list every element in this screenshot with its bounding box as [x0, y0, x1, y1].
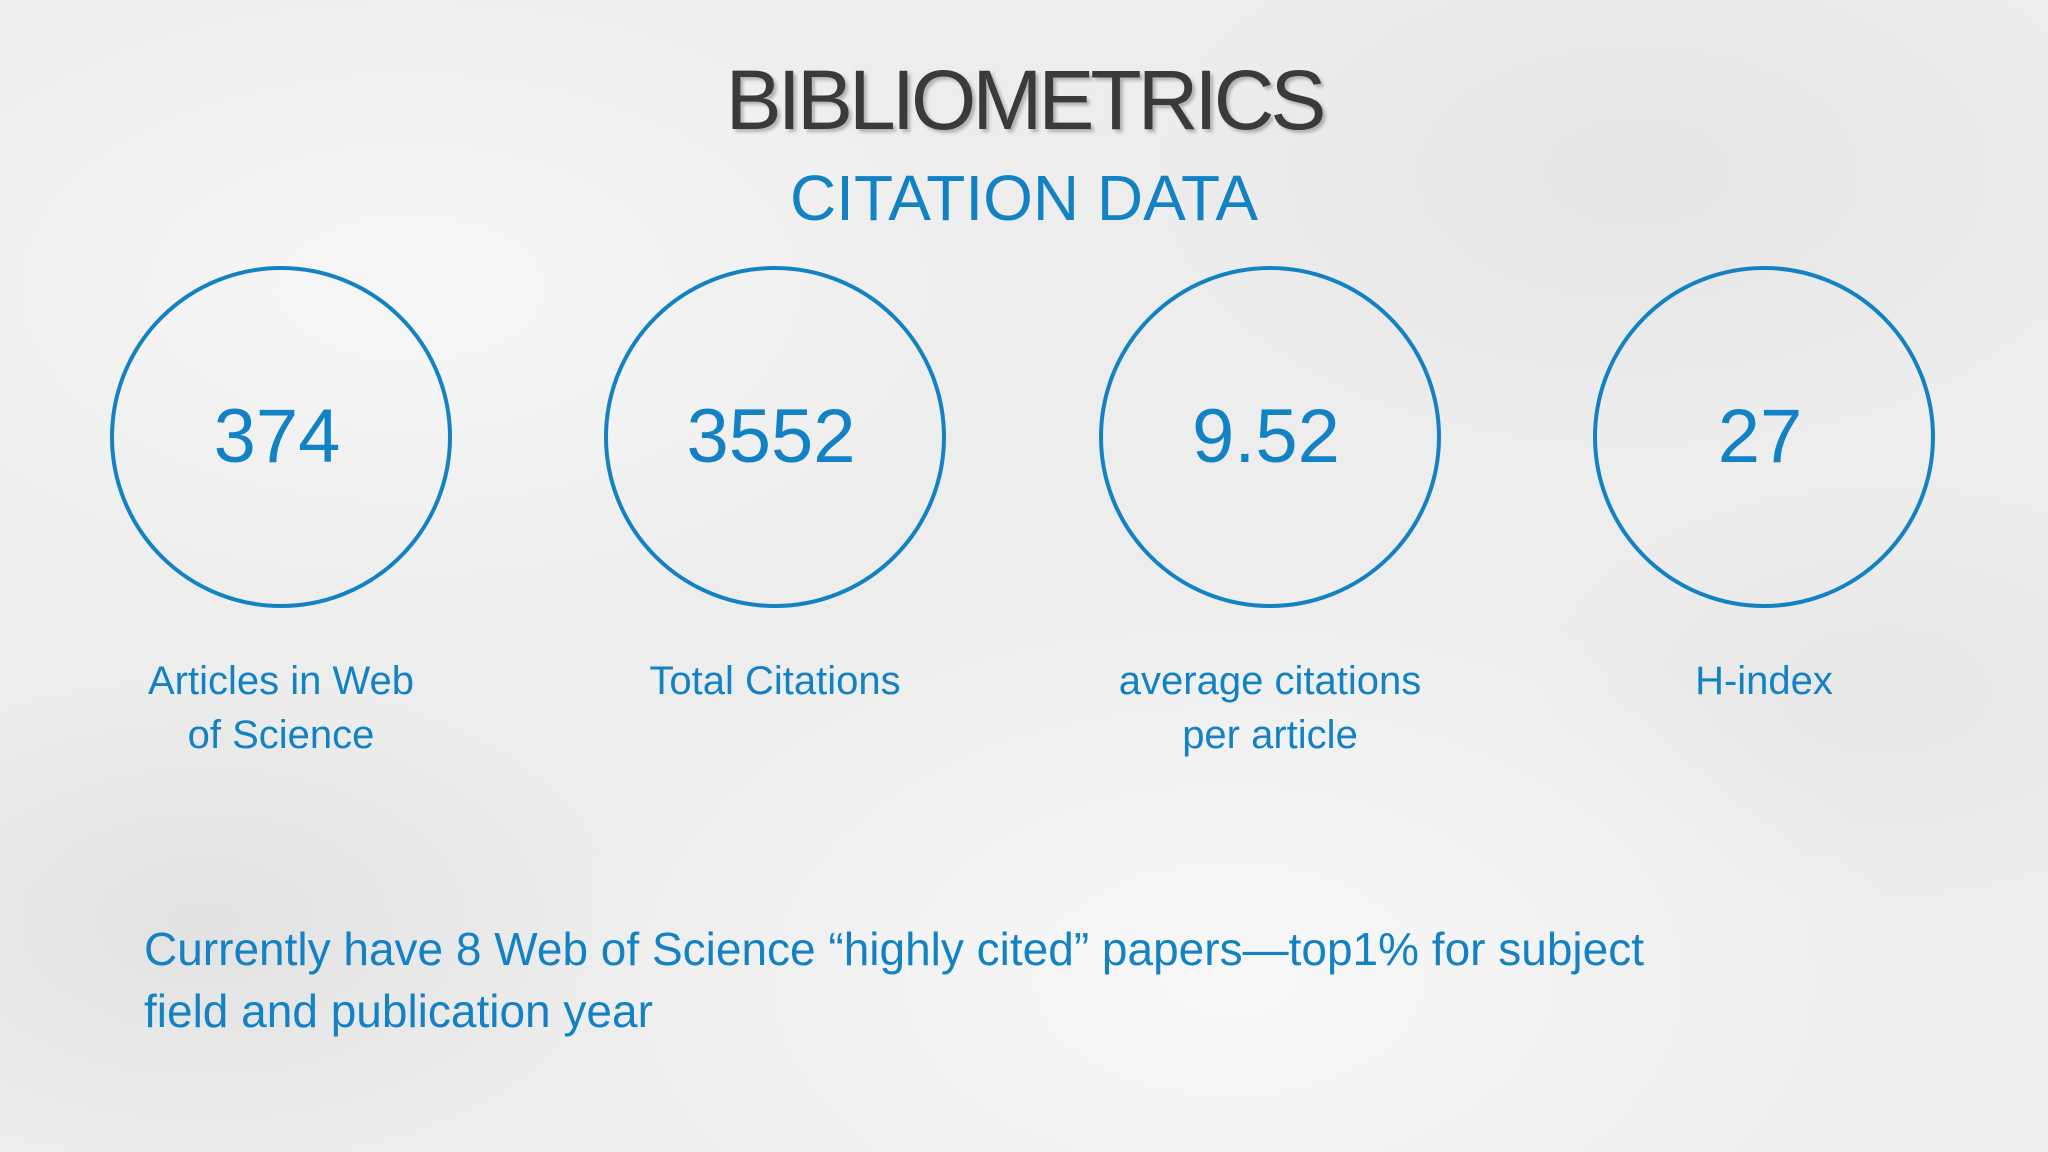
- metric-total-citations: 3552 Total Citations: [604, 266, 946, 703]
- note-line: field and publication year: [144, 985, 653, 1037]
- metric-articles: 374 Articles in Web of Science: [110, 266, 452, 757]
- metric-label: H-index: [1533, 654, 1995, 708]
- metric-average-citations: 9.52 average citations per article: [1099, 266, 1441, 757]
- metric-label-line: H-index: [1695, 659, 1833, 703]
- metric-label: Articles in Web of Science: [50, 654, 512, 762]
- note-line: Currently have 8 Web of Science “highly …: [144, 923, 1645, 975]
- metric-value: 374: [213, 394, 341, 479]
- metric-value: 27: [1717, 394, 1803, 479]
- metric-label: average citations per article: [1039, 654, 1501, 762]
- metric-value: 9.52: [1192, 394, 1340, 479]
- metric-label-line: Total Citations: [649, 659, 901, 703]
- metric-label-line: of Science: [187, 713, 375, 757]
- slide-title: BIBLIOMETRICS: [725, 53, 1327, 147]
- metric-label-line: Articles in Web: [147, 659, 414, 703]
- metric-label-line: average citations: [1118, 659, 1422, 703]
- metric-circle: 3552: [604, 266, 946, 608]
- metric-value: 3552: [686, 394, 856, 479]
- metric-label: Total Citations: [544, 654, 1006, 708]
- slide-subtitle: CITATION DATA: [789, 162, 1259, 234]
- metric-h-index: 27 H-index: [1593, 266, 1935, 703]
- highly-cited-note: Currently have 8 Web of Science “highly …: [144, 918, 1924, 1042]
- metric-label-line: per article: [1182, 713, 1358, 757]
- metric-circle: 27: [1593, 266, 1935, 608]
- metric-circle: 374: [110, 266, 452, 608]
- metric-circle: 9.52: [1099, 266, 1441, 608]
